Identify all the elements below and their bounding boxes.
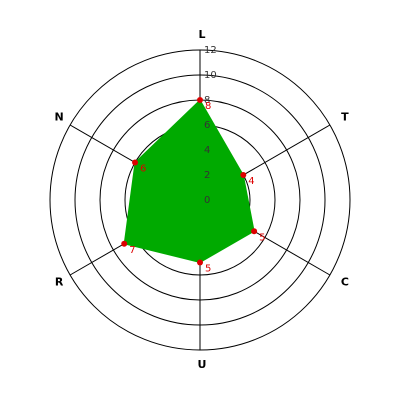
data-point bbox=[251, 228, 258, 235]
category-label: L bbox=[198, 28, 205, 41]
y-tick-label: 6 bbox=[204, 120, 210, 131]
category-label: U bbox=[198, 358, 207, 371]
data-point bbox=[132, 159, 139, 166]
value-label: 7 bbox=[129, 245, 135, 256]
y-tick-label: 10 bbox=[204, 70, 217, 81]
y-tick-label: 0 bbox=[204, 195, 210, 206]
category-label: T bbox=[341, 111, 349, 124]
y-tick-label: 8 bbox=[204, 95, 210, 106]
value-label: 4 bbox=[248, 176, 254, 187]
data-point bbox=[240, 172, 247, 178]
category-label: C bbox=[341, 276, 349, 289]
radar-area bbox=[123, 99, 255, 264]
value-label: 6 bbox=[140, 164, 146, 175]
value-label: 5 bbox=[259, 232, 265, 243]
data-point bbox=[197, 97, 203, 103]
y-tick-label: 12 bbox=[204, 45, 217, 56]
value-label: 8 bbox=[205, 101, 211, 112]
data-point bbox=[197, 259, 203, 266]
value-label: 5 bbox=[205, 264, 211, 275]
y-tick-label: 4 bbox=[204, 145, 210, 156]
category-label: R bbox=[55, 276, 64, 289]
y-tick-label: 2 bbox=[204, 170, 210, 181]
data-point bbox=[121, 240, 128, 247]
category-label: N bbox=[54, 111, 63, 124]
